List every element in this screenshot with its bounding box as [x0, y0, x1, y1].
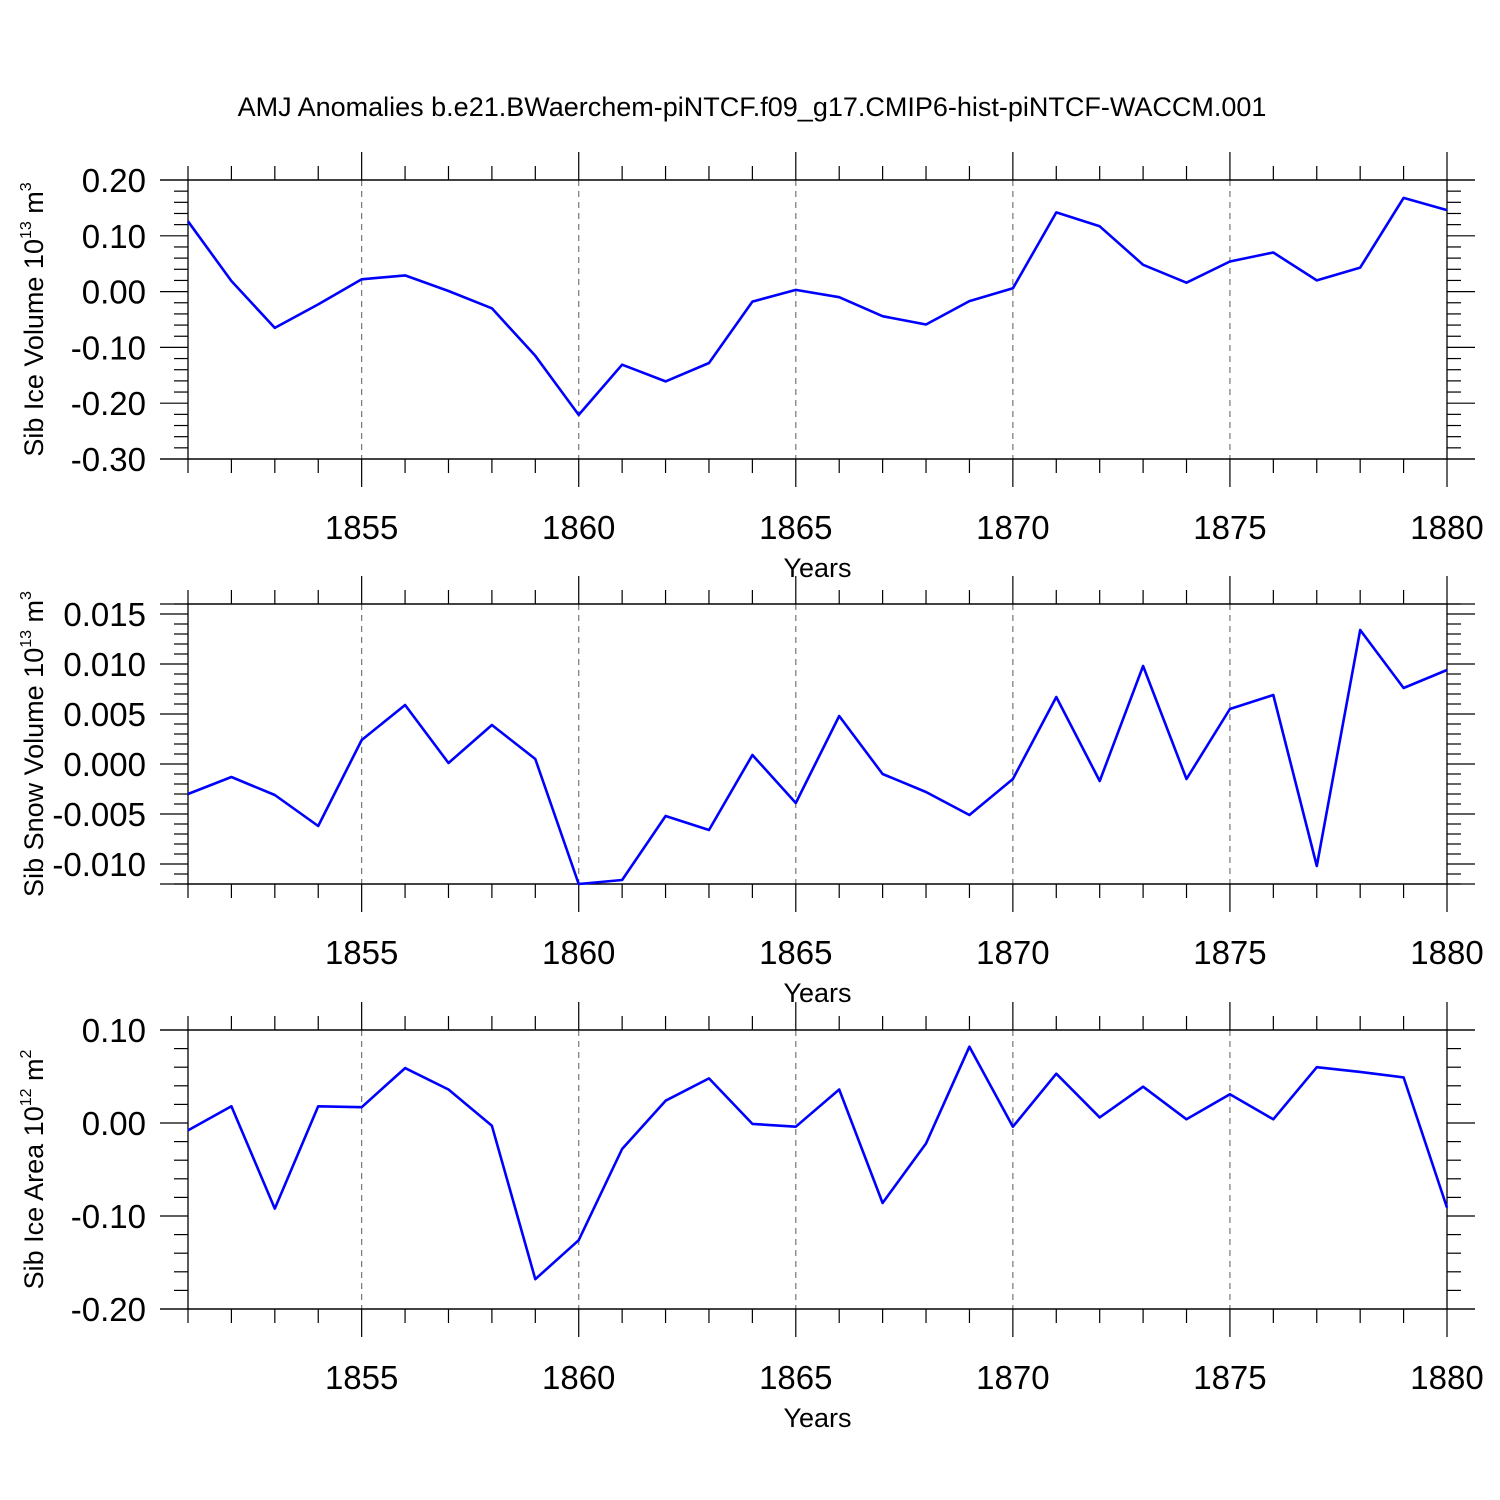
y-tick-label: -0.005	[52, 796, 146, 833]
x-tick-label: 1865	[759, 509, 832, 546]
y-axis-title-text: Sib Ice Volume 10	[19, 239, 49, 457]
x-tick-label: 1880	[1410, 934, 1483, 971]
y-tick-label: -0.10	[71, 1198, 146, 1235]
y-axis-unit: m	[19, 1058, 49, 1088]
y-axis-title-text: Sib Ice Area 10	[19, 1106, 49, 1289]
y-axis-unit-exponent: 2	[18, 1049, 35, 1058]
y-axis-exponent: 12	[18, 1088, 35, 1106]
x-axis-title: Years	[783, 553, 851, 583]
x-tick-label: 1875	[1193, 934, 1266, 971]
y-tick-label: -0.010	[52, 846, 146, 883]
y-tick-label: -0.20	[71, 1291, 146, 1328]
series-line-ice-area	[187, 1045, 1449, 1281]
panel-ice-volume: 1855 1860 1865 1870 1875 1880 Years 0.20 0.10 0.0…	[18, 152, 1484, 583]
y-tick-label: 0.20	[82, 162, 146, 199]
x-tick-label: 1855	[325, 934, 398, 971]
x-tick-label: 1870	[976, 934, 1049, 971]
y-tick-label: 0.10	[82, 1012, 146, 1049]
x-tick-label: 1870	[976, 509, 1049, 546]
x-tick-label: 1860	[542, 934, 615, 971]
plot-frame	[187, 1029, 1448, 1310]
y-axis-unit-exponent: 3	[18, 591, 35, 600]
x-tick-label: 1875	[1193, 1359, 1266, 1396]
plot-frame	[187, 603, 1448, 885]
figure-title: AMJ Anomalies b.e21.BWaerchem-piNTCF.f09…	[238, 92, 1267, 122]
y-tick-label: 0.00	[82, 1105, 146, 1142]
y-axis-title-text: Sib Snow Volume 10	[19, 648, 49, 897]
x-tick-label: 1865	[759, 934, 832, 971]
y-tick-label: 0.005	[63, 696, 146, 733]
y-tick-label: -0.30	[71, 441, 146, 478]
plot-frame	[187, 179, 1448, 460]
x-tick-label: 1860	[542, 509, 615, 546]
x-tick-label: 1880	[1410, 1359, 1483, 1396]
y-tick-label: -0.10	[71, 329, 146, 366]
x-tick-label: 1865	[759, 1359, 832, 1396]
y-tick-label: 0.015	[63, 596, 146, 633]
y-tick-label: 0.00	[82, 274, 146, 311]
x-axis-title: Years	[783, 978, 851, 1008]
y-axis-title: Sib Ice Area 1012 m2	[18, 1049, 49, 1289]
panel-ice-area: 1855 1860 1865 1870 1875 1880 Years 0.10 0.00 -0.…	[18, 1002, 1484, 1433]
series-line-snow-volume	[187, 628, 1448, 886]
x-tick-label: 1870	[976, 1359, 1049, 1396]
y-tick-label: -0.20	[71, 385, 146, 422]
y-axis-unit: m	[19, 191, 49, 221]
x-tick-label: 1855	[325, 509, 398, 546]
y-tick-label: 0.10	[82, 218, 146, 255]
x-tick-label: 1880	[1410, 509, 1483, 546]
x-tick-label: 1860	[542, 1359, 615, 1396]
y-axis-exponent: 13	[18, 630, 35, 648]
x-axis-title: Years	[783, 1403, 851, 1433]
panel-snow-volume: 1855 1860 1865 1870 1875 1880 Years 0.015 0.010 0…	[18, 576, 1484, 1008]
x-tick-label: 1855	[325, 1359, 398, 1396]
y-axis-title: Sib Ice Volume 1013 m3	[18, 182, 49, 456]
x-tick-label: 1875	[1193, 509, 1266, 546]
y-axis-exponent: 13	[18, 221, 35, 239]
series-line-ice-volume	[186, 196, 1448, 417]
y-axis-title: Sib Snow Volume 1013 m3	[18, 591, 49, 897]
y-tick-label: 0.010	[63, 646, 146, 683]
y-tick-label: 0.000	[63, 746, 146, 783]
y-axis-unit: m	[19, 600, 49, 630]
y-axis-unit-exponent: 3	[18, 182, 35, 191]
